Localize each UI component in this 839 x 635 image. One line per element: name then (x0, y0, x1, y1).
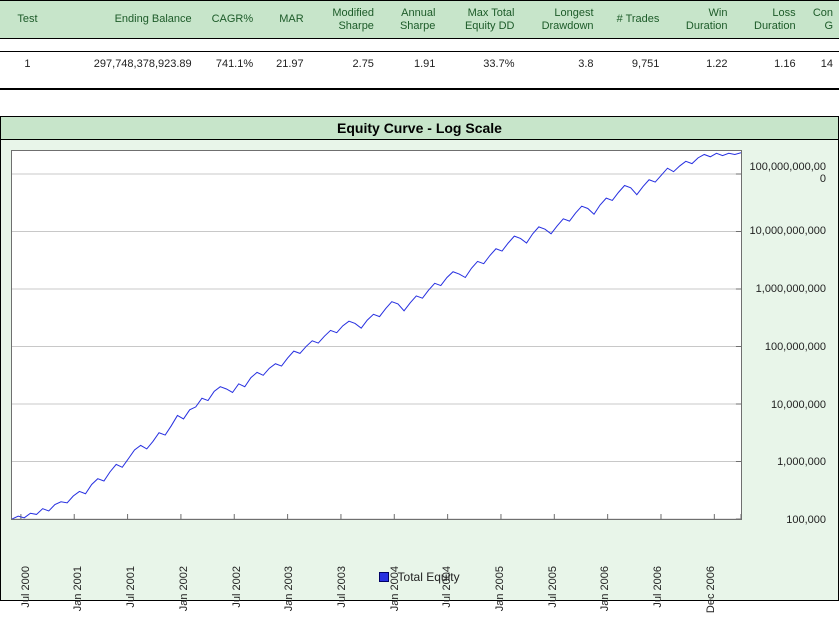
cell-maxdd: 33.7% (441, 52, 520, 77)
legend-swatch (379, 572, 389, 582)
col-header-asharpe: AnnualSharpe (380, 1, 441, 39)
x-tick-label: Jul 2003 (336, 566, 348, 608)
x-tick-label: Jan 2003 (283, 566, 295, 611)
cell-ntrades: 9,751 (600, 52, 666, 77)
y-axis-labels: 100,0001,000,00010,000,000100,000,0001,0… (742, 150, 828, 520)
cell-windur: 1.22 (665, 52, 733, 77)
equity-line (12, 153, 741, 519)
x-axis-labels: Jul 2000Jan 2001Jul 2001Jan 2002Jul 2002… (11, 520, 742, 570)
equity-curve-panel: Equity Curve - Log Scale 100,000 1,000,00… (0, 116, 839, 601)
cell-msharpe: 2.75 (310, 52, 380, 77)
x-tick-label: Jan 2001 (72, 566, 84, 611)
cell-longdd: 3.8 (520, 52, 599, 77)
y-tick-label: 100,000 (748, 514, 826, 526)
chart-title: Equity Curve - Log Scale (1, 117, 838, 140)
col-header-windur: WinDuration (665, 1, 733, 39)
x-tick-label: Jul 2006 (652, 566, 664, 608)
table-body: 1297,748,378,923.89741.1%21.972.751.9133… (0, 39, 839, 89)
col-header-msharpe: ModifiedSharpe (310, 1, 380, 39)
chart-svg (12, 151, 741, 519)
cell-test: 1 (0, 52, 55, 77)
col-header-mar: MAR (259, 1, 310, 39)
col-header-maxdd: Max TotalEquity DD (441, 1, 520, 39)
col-header-cong: ConG (802, 1, 839, 39)
cell-cong: 14 (802, 52, 839, 77)
x-tick-label: Jul 2004 (441, 566, 453, 608)
table-row: 1297,748,378,923.89741.1%21.972.751.9133… (0, 52, 839, 77)
y-tick-label: 100,000,000,000 (748, 161, 826, 185)
x-tick-label: Jan 2004 (389, 566, 401, 611)
x-tick-label: Jan 2002 (178, 566, 190, 611)
plot-area (11, 150, 742, 520)
cell-lossdur: 1.16 (734, 52, 802, 77)
table-header-row: TestEnding BalanceCAGR%MARModifiedSharpe… (0, 1, 839, 39)
x-tick-label: Jul 2000 (20, 566, 32, 608)
y-tick-label: 1,000,000 (748, 456, 826, 468)
y-tick-label: 10,000,000,000 (748, 225, 826, 237)
col-header-endbal: Ending Balance (55, 1, 198, 39)
cell-endbal: 297,748,378,923.89 (55, 52, 198, 77)
y-tick-label: 10,000,000 (748, 399, 826, 411)
x-tick-label: Jul 2005 (547, 566, 559, 608)
chart-layout: 100,000 1,000,000 10,000,000 100,000,000 1,0… (1, 140, 838, 600)
results-table: TestEnding BalanceCAGR%MARModifiedSharpe… (0, 1, 839, 89)
col-header-lossdur: LossDuration (734, 1, 802, 39)
col-header-longdd: LongestDrawdown (520, 1, 599, 39)
y-tick-label: 100,000,000 (748, 341, 826, 353)
col-header-cagr: CAGR% (198, 1, 259, 39)
col-header-test: Test (0, 1, 55, 39)
x-tick-label: Jul 2001 (125, 566, 137, 608)
col-header-ntrades: # Trades (600, 1, 666, 39)
y-tick-label: 1,000,000,000 (748, 283, 826, 295)
plot-cell (11, 150, 742, 520)
x-tick-label: Jul 2002 (231, 566, 243, 608)
x-tick-label: Jan 2006 (599, 566, 611, 611)
cell-mar: 21.97 (259, 52, 310, 77)
x-tick-label: Dec 2006 (705, 566, 717, 613)
cell-cagr: 741.1% (198, 52, 259, 77)
x-tick-label: Jan 2005 (494, 566, 506, 611)
cell-asharpe: 1.91 (380, 52, 441, 77)
results-table-wrap: TestEnding BalanceCAGR%MARModifiedSharpe… (0, 0, 839, 90)
